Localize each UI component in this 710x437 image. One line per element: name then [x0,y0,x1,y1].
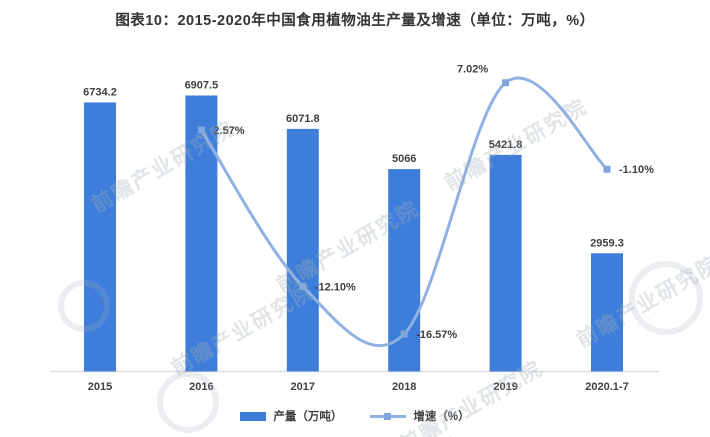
growth-value-label: 2.57% [213,125,244,137]
bar-2020.1-7 [591,253,623,372]
bar-value-label: 6734.2 [83,86,117,98]
bar-value-label: 6071.8 [286,113,320,125]
x-axis-label-2019: 2019 [493,381,517,393]
x-axis-label-2018: 2018 [392,381,416,393]
x-axis-label-2015: 2015 [88,381,112,393]
bar-value-label: 5066 [392,153,416,165]
legend-label-production: 产量（万吨） [273,411,343,423]
chart-title: 图表10：2015-2020年中国食用植物油生产量及增速（单位：万吨，%） [115,13,595,29]
bar-2018 [388,169,421,372]
growth-marker-2020.1-7 [603,165,611,173]
legend-bar-swatch [240,411,267,421]
growth-value-label: -12.10% [315,281,356,293]
legend-line-swatch [370,412,407,421]
bar-2017 [286,128,319,372]
bar-value-label: 6907.5 [185,80,219,92]
chart-legend: 产量（万吨） 增速（%） [0,408,710,424]
legend-item-growth: 增速（%） [370,408,470,424]
growth-marker-2016 [197,126,205,134]
bar-2019 [489,154,522,372]
x-axis-label-2017: 2017 [291,381,315,393]
growth-value-label: -1.10% [619,164,654,176]
x-axis-label-2016: 2016 [189,381,213,393]
growth-line [199,76,609,348]
bar-2016 [185,95,218,372]
legend-line-marker-icon [384,412,392,420]
legend-item-production: 产量（万吨） [240,408,342,424]
legend-label-growth: 增速（%） [413,411,470,423]
growth-value-label: -16.57% [416,329,457,341]
growth-marker-2019 [502,79,510,87]
growth-marker-2018 [400,330,408,338]
growth-value-label: 7.02% [457,64,488,76]
x-axis-label-2020.1-7: 2020.1-7 [585,381,628,393]
bar-value-label: 2959.3 [590,237,624,249]
bar-2015 [84,102,116,372]
bar-value-label: 5421.8 [489,139,523,151]
growth-marker-2017 [299,282,307,290]
